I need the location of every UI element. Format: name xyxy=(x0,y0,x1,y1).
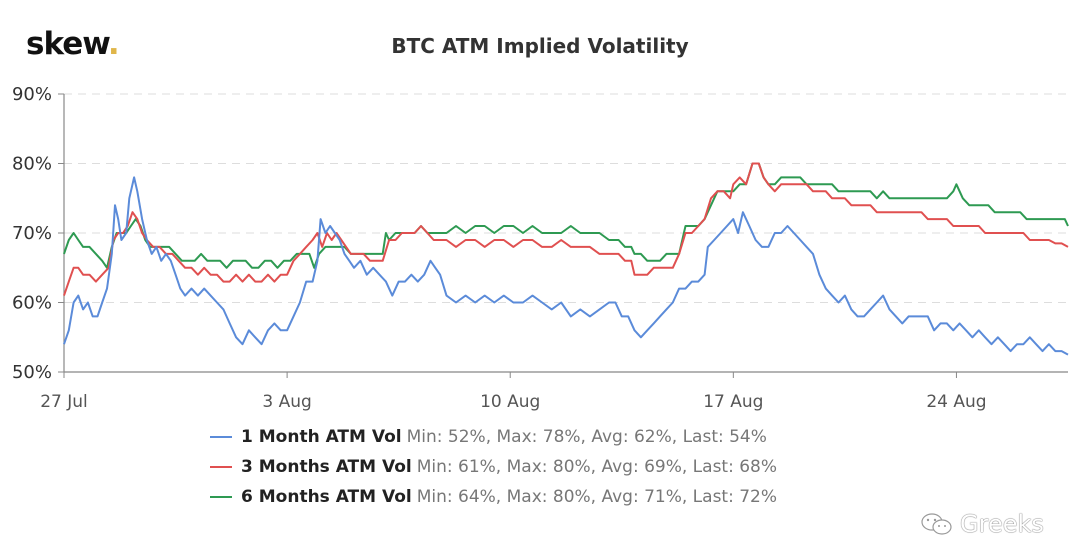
y-tick-label: 60% xyxy=(12,293,52,314)
y-tick-label: 90% xyxy=(12,84,52,105)
legend-series-name: 1 Month ATM Vol xyxy=(241,427,402,447)
watermark-text: Greeks xyxy=(960,510,1044,538)
y-tick-label: 50% xyxy=(12,362,52,383)
legend-item-6m[interactable]: 6 Months ATM Vol Min: 64%, Max: 80%, Avg… xyxy=(210,482,777,512)
wechat-icon xyxy=(921,513,952,535)
legend-series-stats: Min: 52%, Max: 78%, Avg: 62%, Last: 54% xyxy=(406,427,767,447)
series-line-6-months-atm-vol xyxy=(63,162,1069,269)
legend-series-stats: Min: 64%, Max: 80%, Avg: 71%, Last: 72% xyxy=(416,487,778,507)
tick-labels: 50% 60% 70% 80% 90% 27 Jul 3 Aug 10 Aug 17 Aug 24… xyxy=(12,84,987,412)
skew-logo: skew. xyxy=(26,26,120,62)
x-tick-label: 3 Aug xyxy=(262,392,311,412)
legend-item-1m[interactable]: 1 Month ATM Vol Min: 52%, Max: 78%, Avg:… xyxy=(210,422,777,452)
chart-title: BTC ATM Implied Volatility xyxy=(391,34,689,58)
series-line-1-month-atm-vol xyxy=(63,176,1069,356)
series-line-3-months-atm-vol xyxy=(63,162,1069,296)
legend-series-stats: Min: 61%, Max: 80%, Avg: 69%, Last: 68% xyxy=(416,457,778,477)
series-lines xyxy=(63,162,1069,356)
legend-swatch-1m xyxy=(210,436,232,438)
y-tick-label: 70% xyxy=(12,223,52,244)
logo-dot: . xyxy=(107,26,120,62)
x-tick-label: 17 Aug xyxy=(703,392,763,412)
legend-swatch-3m xyxy=(210,466,232,468)
y-tick-label: 80% xyxy=(12,154,52,175)
legend-series-name: 6 Months ATM Vol xyxy=(241,487,412,507)
x-tick-label: 24 Aug xyxy=(926,392,986,412)
x-tick-label: 27 Jul xyxy=(40,392,88,412)
watermark: Greeks xyxy=(920,510,1044,538)
axes xyxy=(58,93,1068,378)
logo-text: skew xyxy=(26,26,109,62)
legend: 1 Month ATM Vol Min: 52%, Max: 78%, Avg:… xyxy=(210,422,777,512)
legend-series-name: 3 Months ATM Vol xyxy=(241,457,412,477)
legend-swatch-6m xyxy=(210,496,232,498)
x-tick-label: 10 Aug xyxy=(480,392,540,412)
legend-item-3m[interactable]: 3 Months ATM Vol Min: 61%, Max: 80%, Avg… xyxy=(210,452,777,482)
